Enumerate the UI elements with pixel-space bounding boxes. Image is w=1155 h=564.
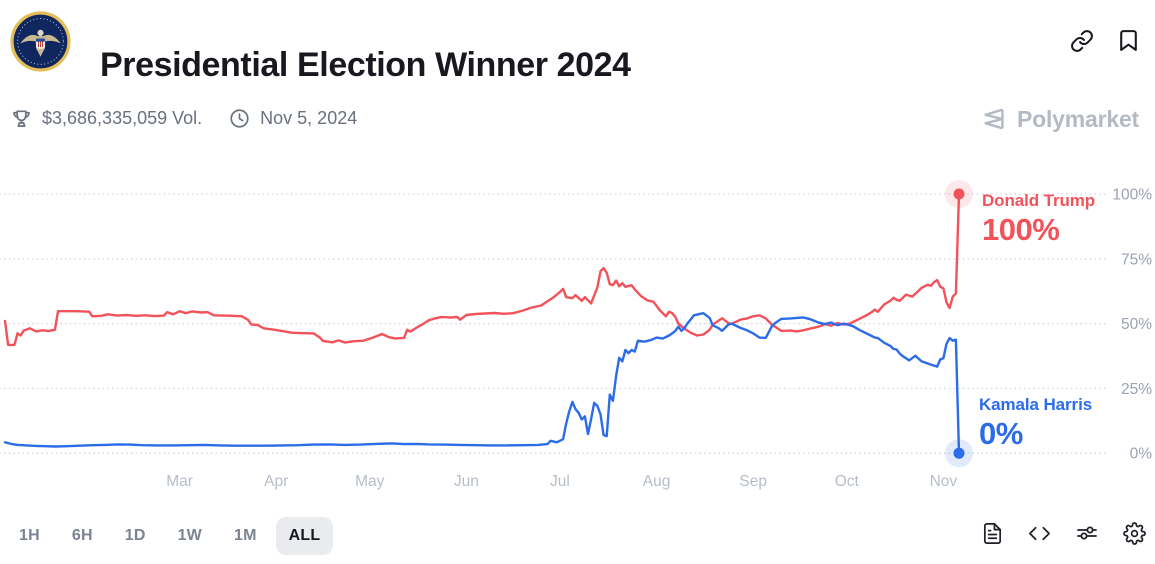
end-dot-halo bbox=[945, 439, 973, 468]
x-axis-label: Jul bbox=[550, 473, 570, 490]
x-axis-label: May bbox=[355, 473, 385, 490]
trophy-icon bbox=[13, 110, 30, 128]
document-icon bbox=[983, 522, 1002, 544]
embed-button[interactable] bbox=[1028, 522, 1051, 545]
range-button-1d[interactable]: 1D bbox=[112, 517, 159, 555]
trump-current-odds: 100% bbox=[982, 212, 1060, 247]
y-axis-label: 100% bbox=[1112, 187, 1152, 204]
gear-icon bbox=[1123, 521, 1146, 545]
polymarket-watermark[interactable]: Polymarket bbox=[979, 104, 1139, 134]
bookmark-icon bbox=[1120, 30, 1137, 51]
end-dot bbox=[953, 447, 965, 459]
trump-label: Donald Trump 100% bbox=[982, 192, 1095, 245]
donald-trump-line bbox=[3, 192, 961, 347]
harris-label: Kamala Harris 0% bbox=[979, 396, 1092, 449]
range-button-all[interactable]: ALL bbox=[275, 517, 334, 555]
sliders-icon bbox=[1077, 526, 1097, 540]
x-axis-label: Oct bbox=[835, 473, 860, 490]
y-axis-label: 0% bbox=[1130, 446, 1153, 463]
bookmark-button[interactable] bbox=[1116, 28, 1141, 53]
range-button-1w[interactable]: 1W bbox=[165, 517, 215, 555]
x-axis-label: Sep bbox=[739, 473, 767, 490]
polymarket-logo-icon bbox=[984, 108, 1004, 130]
y-axis-label: 50% bbox=[1121, 316, 1152, 333]
settings-button[interactable] bbox=[1123, 521, 1146, 545]
presidential-seal-icon bbox=[10, 11, 71, 72]
end-dot-halo bbox=[945, 180, 973, 208]
market-seal-logo bbox=[10, 11, 71, 72]
harris-current-odds: 0% bbox=[979, 416, 1023, 451]
market-end-date: Nov 5, 2024 bbox=[260, 108, 358, 128]
range-button-6h[interactable]: 6H bbox=[59, 517, 106, 555]
x-axis-label: Mar bbox=[166, 473, 193, 490]
y-axis-label: 25% bbox=[1121, 381, 1152, 398]
volume-value: $3,686,335,059 Vol. bbox=[42, 108, 203, 128]
page-title: Presidential Election Winner 2024 bbox=[100, 45, 631, 84]
range-button-1h[interactable]: 1H bbox=[6, 517, 53, 555]
rules-button[interactable] bbox=[981, 522, 1004, 545]
timeframe-selector: 1H 6H 1D 1W 1M ALL bbox=[6, 517, 334, 555]
link-icon bbox=[1071, 29, 1093, 52]
harris-name: Kamala Harris bbox=[979, 395, 1093, 414]
range-button-1m[interactable]: 1M bbox=[221, 517, 270, 555]
x-axis-label: Nov bbox=[930, 473, 958, 490]
chart-options-button[interactable] bbox=[1075, 521, 1099, 545]
header-actions bbox=[1070, 28, 1141, 53]
copy-link-button[interactable] bbox=[1070, 29, 1094, 53]
chart-tools bbox=[981, 521, 1146, 545]
x-axis-label: Jun bbox=[454, 473, 479, 490]
x-axis-label: Aug bbox=[643, 473, 671, 490]
trump-name: Donald Trump bbox=[982, 191, 1096, 210]
polymarket-wordmark: Polymarket bbox=[1016, 105, 1139, 132]
x-axis-label: Apr bbox=[264, 473, 288, 490]
clock-icon bbox=[230, 109, 249, 128]
end-dot bbox=[953, 188, 965, 200]
code-icon bbox=[1029, 526, 1050, 540]
market-stats: $3,686,335,059 Vol. Nov 5, 2024 bbox=[10, 107, 357, 130]
kamala-harris-line bbox=[3, 312, 961, 455]
y-axis-label: 75% bbox=[1121, 251, 1152, 268]
